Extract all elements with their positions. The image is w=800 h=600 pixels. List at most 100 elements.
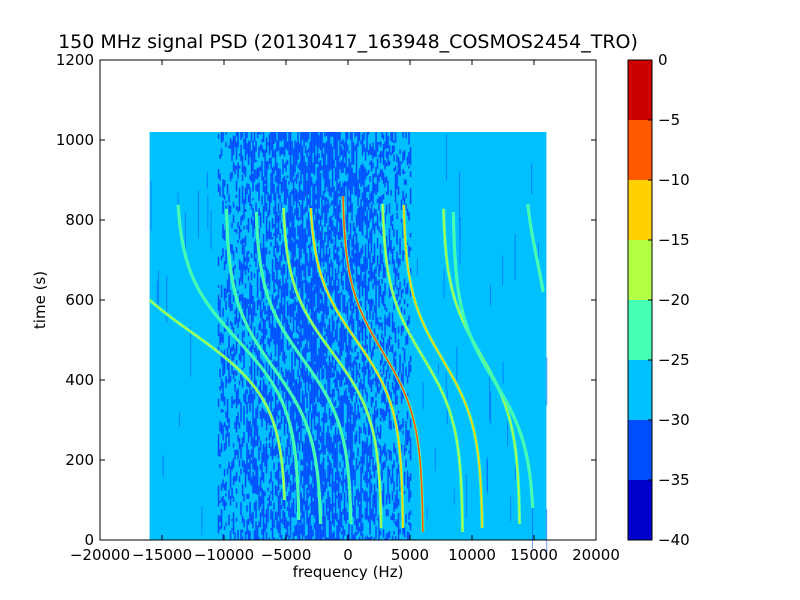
- noise-cell: [316, 524, 319, 529]
- x-tick-label: −5000: [261, 546, 312, 564]
- noise-cell: [292, 481, 295, 493]
- noise-cell: [297, 152, 299, 160]
- noise-cell: [289, 208, 292, 220]
- noise-cell: [268, 364, 271, 368]
- noise-cell: [393, 375, 395, 382]
- signal-track: [149, 299, 286, 501]
- noise-cell: [255, 504, 257, 510]
- noise-cell: [321, 288, 323, 293]
- noise-cell: [316, 319, 319, 328]
- noise-cell: [274, 334, 277, 346]
- noise-cell: [325, 220, 328, 224]
- noise-cell: [315, 268, 317, 272]
- noise-cell: [244, 166, 247, 177]
- noise-cell: [267, 285, 269, 289]
- noise-cell: [370, 275, 373, 282]
- noise-cell: [318, 348, 320, 355]
- noise-cell: [297, 301, 299, 312]
- noise-cell: [246, 251, 248, 260]
- noise-cell: [289, 219, 292, 222]
- noise-cell: [364, 388, 367, 395]
- noise-cell: [364, 490, 367, 493]
- noise-cell: [334, 329, 337, 340]
- noise-cell: [309, 303, 311, 310]
- noise-cell: [247, 421, 250, 427]
- noise-cell: [310, 348, 313, 357]
- noise-cell: [358, 363, 361, 370]
- noise-cell: [312, 305, 314, 308]
- noise-cell: [238, 225, 241, 235]
- noise-cell: [237, 139, 239, 148]
- noise-cell: [250, 372, 253, 378]
- noise-cell: [274, 227, 277, 232]
- noise-cell: [340, 471, 343, 476]
- noise-cell: [271, 315, 274, 322]
- noise-cell: [393, 514, 395, 523]
- noise-cell: [315, 505, 317, 517]
- noise-cell: [366, 186, 368, 192]
- noise-cell: [384, 177, 386, 180]
- noise-cell: [336, 285, 338, 292]
- noise-cell: [243, 199, 245, 204]
- noise-cell: [337, 293, 340, 296]
- noise-cell: [337, 372, 340, 380]
- noise-cell: [309, 374, 311, 384]
- noise-cell: [273, 537, 275, 540]
- noise-cell: [330, 331, 332, 335]
- noise-cell: [300, 252, 302, 259]
- noise-cell: [316, 399, 319, 403]
- noise-cell: [355, 431, 358, 442]
- noise-cell: [256, 167, 259, 177]
- noise-cell: [330, 153, 332, 162]
- noise-cell: [373, 173, 376, 178]
- noise-cell: [240, 532, 242, 536]
- noise-streak: [537, 241, 539, 259]
- noise-cell: [322, 533, 325, 537]
- noise-cell: [379, 151, 382, 160]
- noise-cell: [340, 375, 343, 380]
- noise-cell: [351, 322, 353, 329]
- noise-cell: [334, 489, 337, 497]
- noise-cell: [396, 154, 398, 163]
- noise-cell: [324, 469, 326, 479]
- noise-cell: [268, 221, 271, 231]
- noise-cell: [409, 171, 412, 178]
- noise-cell: [321, 294, 323, 306]
- noise-cell: [312, 453, 314, 464]
- noise-cell: [340, 329, 343, 340]
- noise-cell: [373, 274, 376, 280]
- noise-cell: [313, 203, 316, 213]
- noise-cell: [271, 132, 274, 140]
- noise-cell: [406, 531, 409, 540]
- noise-cell: [255, 379, 257, 387]
- noise-cell: [301, 498, 304, 505]
- noise-cell: [306, 495, 308, 499]
- noise-cell: [384, 283, 386, 292]
- noise-cell: [295, 526, 298, 536]
- noise-cell: [223, 483, 226, 490]
- noise-cell: [262, 219, 265, 224]
- noise-cell: [240, 468, 242, 475]
- noise-cell: [235, 307, 238, 313]
- noise-cell: [397, 528, 400, 536]
- noise-cell: [297, 267, 299, 276]
- noise-cell: [336, 370, 338, 377]
- noise-cell: [378, 321, 380, 330]
- noise-cell: [348, 424, 350, 428]
- noise-cell: [369, 447, 371, 457]
- noise-cell: [252, 160, 254, 172]
- noise-cell: [282, 227, 284, 235]
- noise-cell: [352, 419, 355, 426]
- noise-cell: [322, 471, 325, 482]
- noise-cell: [247, 426, 250, 435]
- noise-cell: [271, 375, 274, 382]
- noise-cell: [406, 335, 409, 345]
- noise-cell: [307, 439, 310, 444]
- noise-cell: [396, 454, 398, 463]
- noise-cell: [409, 442, 412, 453]
- noise-cell: [352, 328, 355, 338]
- signal-track: [527, 203, 544, 293]
- noise-cell: [351, 186, 353, 195]
- noise-cell: [408, 437, 410, 442]
- noise-cell: [373, 500, 376, 508]
